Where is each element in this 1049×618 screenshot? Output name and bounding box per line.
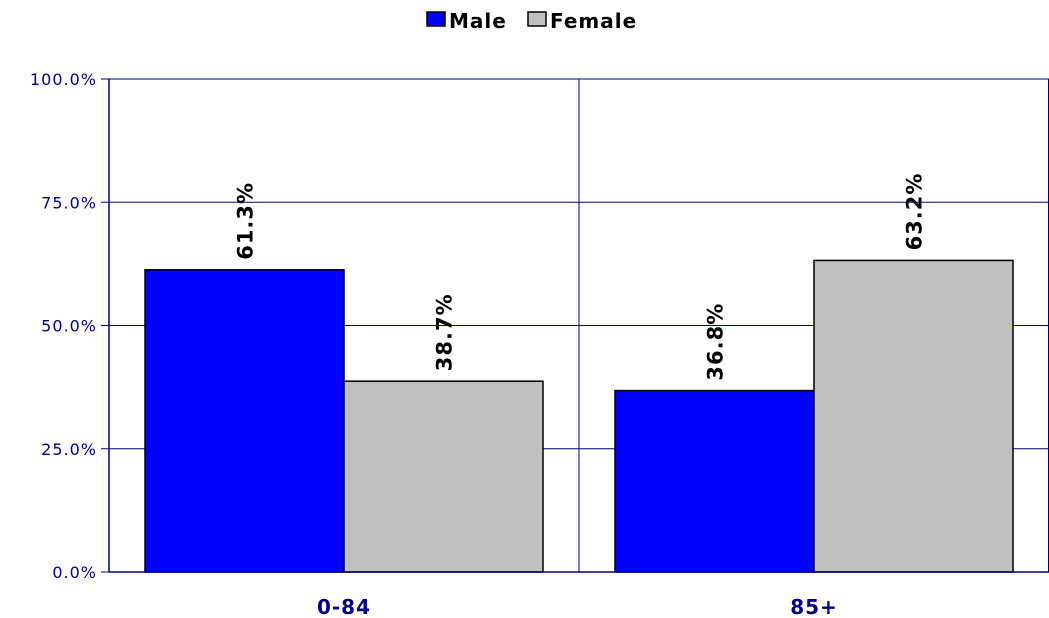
x-category-label-0: 0-84 bbox=[317, 595, 371, 618]
x-axis-categories: 0-84 85+ bbox=[317, 595, 838, 618]
legend: Male Female bbox=[426, 9, 637, 33]
legend-label-female: Female bbox=[550, 9, 637, 33]
data-labels: 61.3% 38.7% 36.8% 63.2% bbox=[234, 173, 927, 381]
bar-female-0 bbox=[343, 380, 544, 573]
bar-male-1 bbox=[614, 389, 815, 573]
y-tick-label-0: 0.0% bbox=[52, 563, 97, 582]
data-label-male-1: 36.8% bbox=[704, 303, 728, 381]
y-axis-ticks: 0.0% 25.0% 50.0% 75.0% 100.0% bbox=[30, 70, 109, 582]
legend-label-male: Male bbox=[449, 9, 507, 33]
legend-swatch-male bbox=[426, 11, 446, 27]
data-label-female-1: 63.2% bbox=[903, 173, 927, 251]
bars bbox=[144, 259, 1014, 573]
y-tick-label-4: 100.0% bbox=[30, 70, 97, 89]
data-label-male-0: 61.3% bbox=[234, 182, 258, 260]
bar-male-0 bbox=[144, 269, 345, 573]
legend-swatch-female bbox=[527, 11, 547, 27]
data-label-female-0: 38.7% bbox=[433, 293, 457, 371]
bar-female-1 bbox=[813, 259, 1014, 573]
x-category-label-1: 85+ bbox=[790, 595, 838, 618]
y-tick-label-2: 50.0% bbox=[41, 317, 97, 336]
y-tick-label-3: 75.0% bbox=[41, 193, 97, 212]
y-tick-label-1: 25.0% bbox=[41, 440, 97, 459]
